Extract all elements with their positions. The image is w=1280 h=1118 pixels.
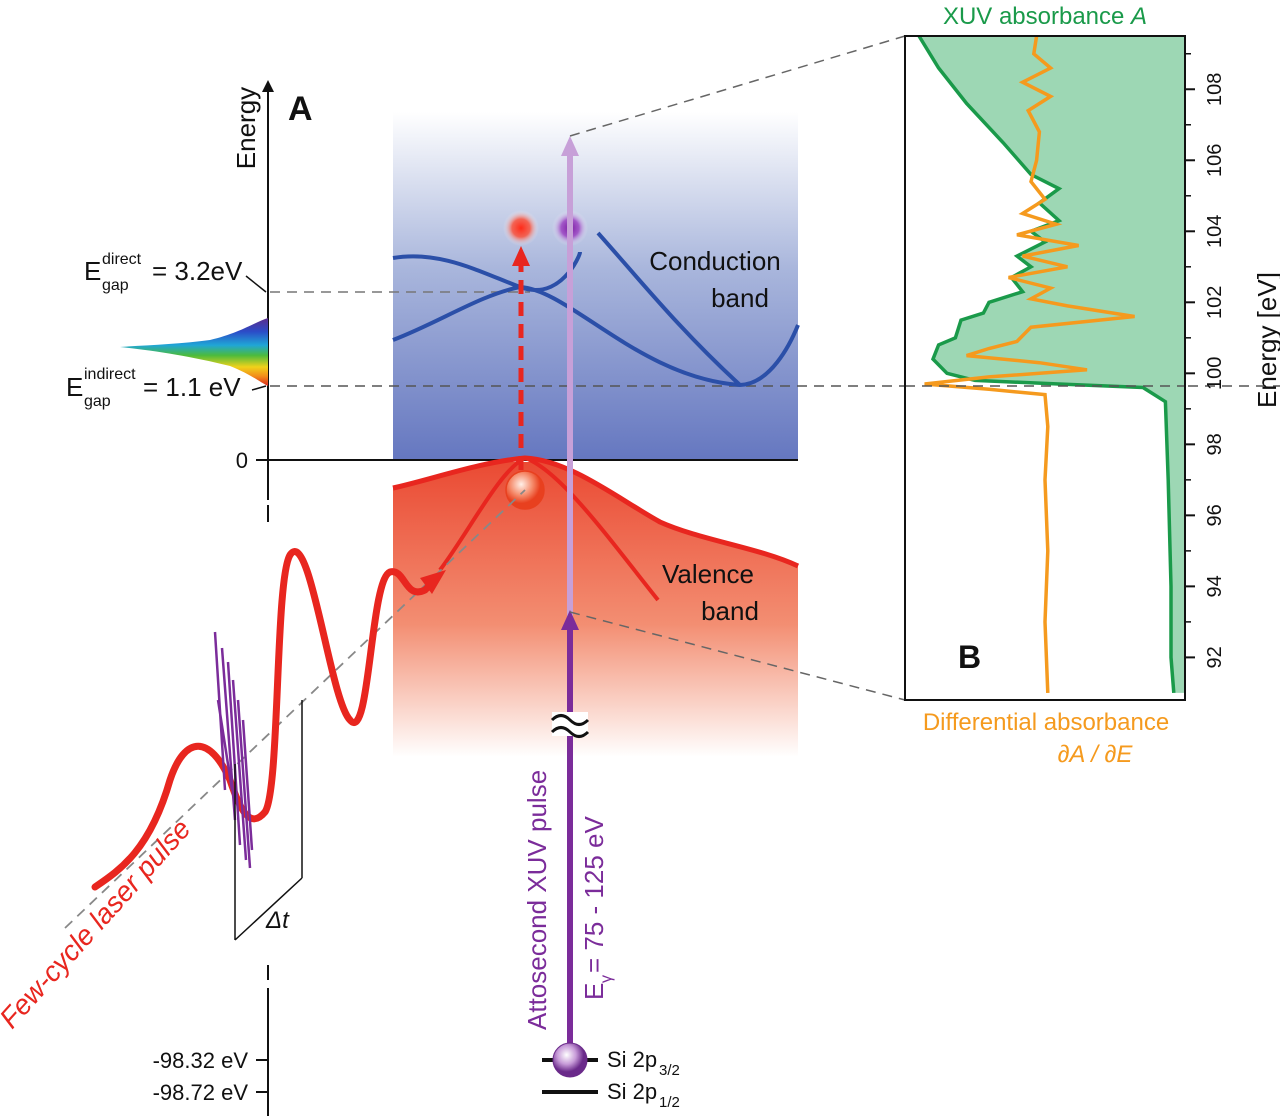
y-tick-label: 108 [1204,73,1226,106]
svg-text:direct: direct [102,251,142,268]
y-tick-label: 100 [1204,357,1226,390]
conduction-band-third-curve [596,231,742,387]
svg-text:Si 2p: Si 2p [607,1079,657,1104]
conduction-band-region [393,112,798,460]
core-label-2p32: Si 2p 3/2 [607,1047,680,1079]
y-tick-label: 98 [1204,433,1226,455]
energy-axis-arrow-icon [262,80,274,92]
absorbance-curve [917,35,1176,694]
panel-b-y-axis-label: Energy [eV] [1252,272,1280,408]
zoom-line-bottom [569,611,906,701]
y-tick-label: 102 [1204,286,1226,319]
core-label-2p12: Si 2p 1/2 [607,1079,680,1111]
panel-a-label: A [288,90,313,128]
indirect-gap-pointer [251,385,267,391]
svg-text:gap: gap [84,393,111,410]
energy-2p32-label: -98.32 eV [153,1048,249,1073]
differential-absorbance-curve [924,35,1135,693]
valence-band-lower-curve [438,455,660,602]
svg-text:E: E [66,372,83,402]
svg-text:= 3.2eV: = 3.2eV [152,256,243,286]
propagation-line [64,489,526,929]
panel-b-label: B [958,639,981,675]
panel-b-y-ticks: 92 94 96 98 100 102 104 106 108 [1185,53,1226,669]
xuv-arrow-head-upper-icon [561,136,579,156]
differential-title-2: ∂A / ∂E [1058,741,1134,768]
svg-text:= 75 - 125 eV: = 75 - 125 eV [579,816,609,973]
svg-text:γ: γ [598,975,615,983]
svg-text:indirect: indirect [84,366,136,383]
svg-text:3/2: 3/2 [659,1062,680,1079]
delay-bracket [234,700,303,941]
direct-gap-label: E direct gap = 3.2eV [84,251,243,294]
laser-pulse-arrow-icon [420,570,446,594]
energy-2p12-label: -98.72 eV [153,1080,249,1105]
conduction-band-lower-curve [392,284,800,388]
svg-text:E: E [579,983,609,1000]
energy-axis-label: Energy [231,87,261,169]
y-tick-label: 94 [1204,575,1226,597]
conduction-band-label-2: band [711,283,769,313]
xuv-arrow-head-lower-icon [561,610,579,630]
svg-text:E: E [84,256,101,286]
valence-top-mask [393,458,798,566]
svg-text:= 1.1 eV: = 1.1 eV [143,372,241,402]
laser-spectrum [120,318,268,386]
interband-arrow-head-icon [512,246,530,266]
laser-pulse-waveform [91,548,436,891]
svg-text:1/2: 1/2 [659,1094,680,1111]
valence-band-label-2: band [701,596,759,626]
xuv-break-icon [550,714,590,738]
indirect-gap-label: E indirect gap = 1.1 eV [66,366,241,410]
valence-band-label-1: Valence [662,559,754,589]
y-tick-label: 92 [1204,646,1226,668]
panel-b-frame [904,35,1186,701]
y-tick-label: 104 [1204,215,1226,248]
valence-band-upper-curve [392,455,800,569]
laser-pulse-label: Few-cycle laser pulse [0,813,197,1034]
xuv-energy-label: E γ = 75 - 125 eV [579,816,615,1000]
absorbance-title: XUV absorbance A [943,3,1147,30]
y-tick-label: 96 [1204,504,1226,526]
zero-label: 0 [236,448,248,473]
svg-text:Si 2p: Si 2p [607,1047,657,1072]
zoom-line-top [569,35,906,137]
svg-text:gap: gap [102,277,129,294]
xuv-pulse-waveform [213,631,254,869]
differential-title-1: Differential absorbance [923,709,1169,736]
y-tick-label: 106 [1204,144,1226,177]
excited-electron [503,210,539,246]
conduction-band-label-1: Conduction [649,246,781,276]
core-electron [552,1042,588,1078]
direct-gap-pointer [245,275,267,293]
delay-label: Δt [265,907,290,934]
xuv-pulse-label: Attosecond XUV pulse [522,770,552,1030]
